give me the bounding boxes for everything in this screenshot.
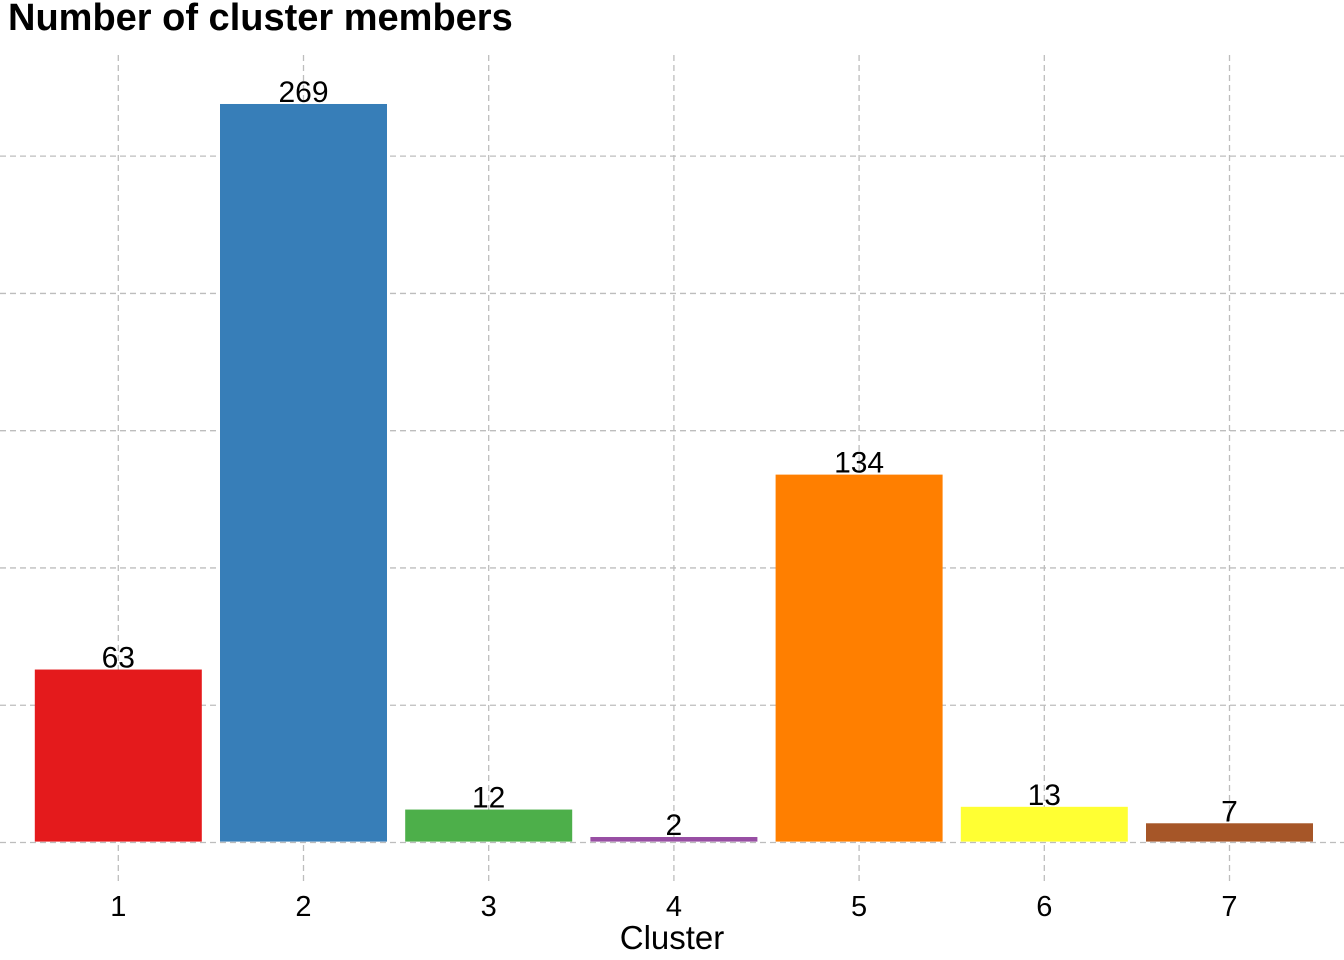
bar-value-label-4: 2 <box>666 809 683 842</box>
bar-cluster-6 <box>960 806 1128 842</box>
x-axis-title: Cluster <box>619 919 725 956</box>
bar-value-label-2: 269 <box>278 76 328 109</box>
bar-cluster-2 <box>220 103 387 842</box>
bar-cluster-3 <box>405 809 573 842</box>
bar-cluster-4 <box>590 837 758 842</box>
x-tick-label-7: 7 <box>1221 891 1237 923</box>
x-tick-label-1: 1 <box>110 891 126 923</box>
bar-value-label-6: 13 <box>1028 779 1061 812</box>
bar-cluster-7 <box>1146 823 1313 842</box>
x-tick-label-2: 2 <box>295 891 311 923</box>
bar-cluster-5 <box>775 474 943 842</box>
bar-value-label-1: 63 <box>102 642 135 675</box>
bar-value-label-3: 12 <box>472 782 505 815</box>
bar-value-label-7: 7 <box>1221 795 1238 828</box>
x-tick-label-6: 6 <box>1036 891 1052 923</box>
x-tick-label-3: 3 <box>481 891 497 923</box>
x-tick-label-4: 4 <box>666 891 682 923</box>
bar-value-label-5: 134 <box>834 447 884 480</box>
x-tick-label-5: 5 <box>851 891 867 923</box>
bar-cluster-1 <box>34 669 202 842</box>
chart-title: Number of cluster members <box>8 0 513 39</box>
